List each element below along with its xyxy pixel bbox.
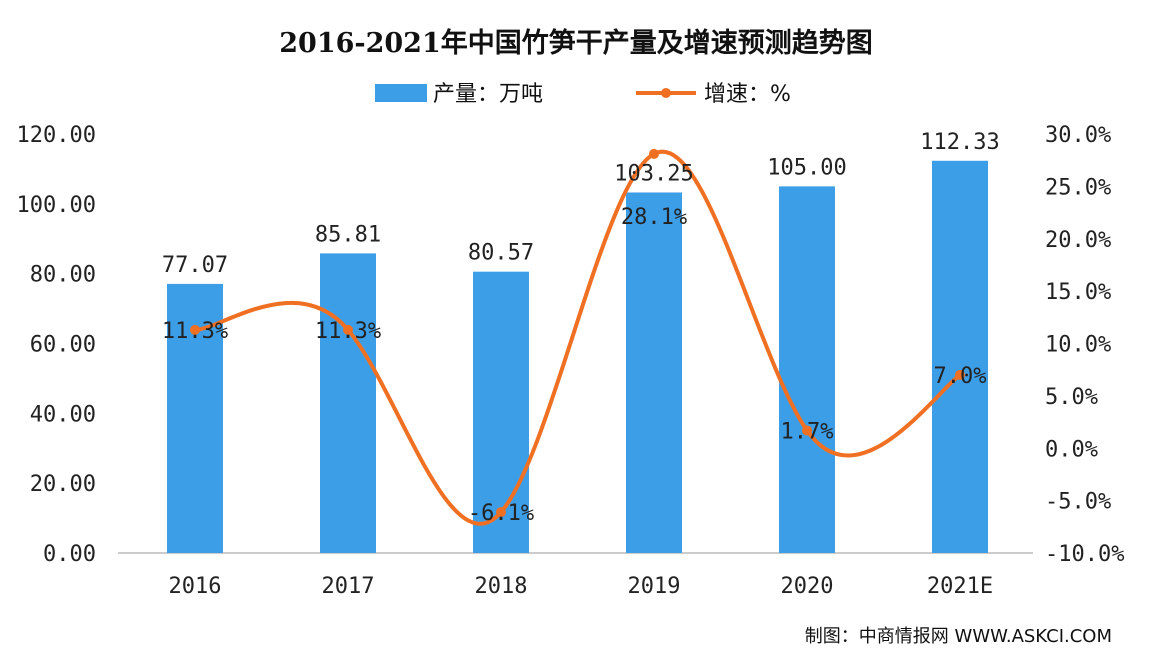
legend-bar-swatch [375, 84, 427, 102]
left-axis-tick: 0.00 [43, 542, 96, 567]
growth-data-label: 28.1% [621, 205, 687, 230]
right-axis-tick: -5.0% [1045, 490, 1111, 515]
growth-point [496, 507, 506, 518]
growth-data-label: 11.3% [315, 319, 381, 344]
x-axis-tick: 2017 [322, 574, 375, 599]
right-axis-tick: 15.0% [1045, 280, 1111, 305]
x-axis-tick: 2020 [781, 574, 834, 599]
growth-point [343, 324, 353, 335]
x-axis-tick: 2019 [628, 574, 681, 599]
bar [320, 253, 376, 554]
bar-data-label: 77.07 [162, 253, 228, 278]
right-axis-tick: 0.0% [1045, 437, 1098, 462]
bar [626, 192, 682, 553]
legend-line-marker [661, 88, 671, 98]
growth-data-label: -6.1% [468, 501, 534, 526]
growth-data-label: 1.7% [781, 419, 834, 444]
left-axis-tick: 100.00 [17, 193, 96, 218]
legend: 产量：万吨 增速：% [375, 82, 791, 107]
bar-data-label: 80.57 [468, 241, 534, 266]
bar [779, 186, 835, 553]
left-axis-tick: 120.00 [17, 123, 96, 148]
left-axis-tick: 80.00 [30, 263, 96, 288]
x-axis-tick: 2018 [475, 574, 528, 599]
x-axis-tick: 2021E [927, 574, 993, 599]
bar-data-label: 85.81 [315, 222, 381, 247]
right-axis-tick: -10.0% [1045, 542, 1124, 567]
chart-title: 2016-2021年中国竹笋干产量及增速预测趋势图 [279, 27, 873, 59]
left-axis-tick: 40.00 [30, 402, 96, 427]
growth-data-label: 7.0% [934, 364, 987, 389]
growth-point [955, 369, 965, 380]
right-axis-tick: 10.0% [1045, 333, 1111, 358]
legend-bar-label: 产量：万吨 [433, 82, 543, 107]
source-note: 制图：中商情报网 WWW.ASKCI.COM [805, 626, 1112, 647]
growth-data-label: 11.3% [162, 319, 228, 344]
bar-data-label: 112.33 [920, 130, 999, 155]
growth-point [802, 425, 812, 436]
x-axis-tick: 2016 [169, 574, 222, 599]
right-axis-tick: 20.0% [1045, 228, 1111, 253]
left-axis-tick: 20.00 [30, 472, 96, 497]
growth-point [190, 324, 200, 335]
bar-data-label: 103.25 [614, 161, 693, 186]
growth-point [649, 148, 659, 159]
right-axis-tick: 25.0% [1045, 175, 1111, 200]
left-axis-tick: 60.00 [30, 333, 96, 358]
right-axis-tick: 30.0% [1045, 123, 1111, 148]
bar-data-label: 105.00 [767, 155, 846, 180]
bar [473, 271, 529, 553]
growth-line [194, 149, 962, 526]
right-axis-tick: 5.0% [1045, 385, 1098, 410]
legend-line-label: 增速：% [704, 82, 791, 107]
bar [932, 160, 988, 554]
